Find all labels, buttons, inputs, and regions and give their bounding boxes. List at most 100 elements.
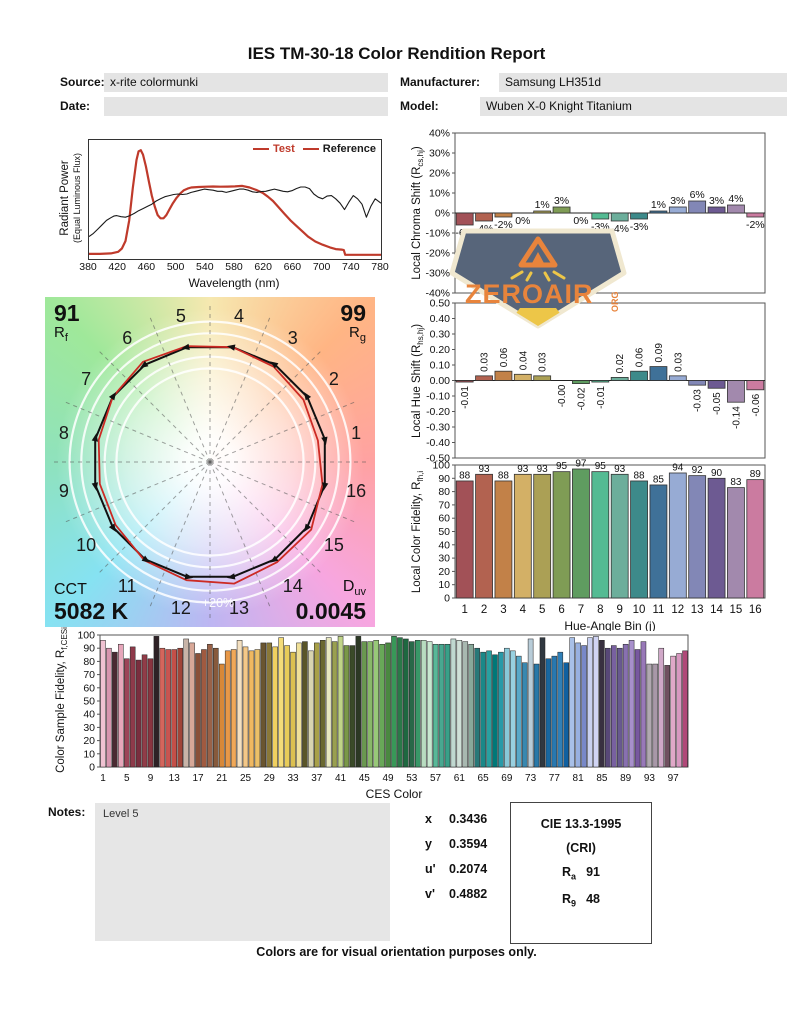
ces-fidelity-chart: 100 90 80 70 60 50 40 30 20 10 0 1 5 9 13 17 21 25 29 33 37 4… xyxy=(54,630,704,804)
bar xyxy=(213,647,219,768)
duv-readout: Duv 0.0045 xyxy=(296,578,366,623)
x-tick-label: 5 xyxy=(539,604,545,616)
x-tick-label: 3 xyxy=(500,604,506,616)
bar xyxy=(494,480,513,599)
value-label: -0.03 xyxy=(693,389,704,412)
value-label: 0.06 xyxy=(635,347,646,367)
footer-disclaimer: Colors are for visual orientation purpos… xyxy=(256,945,537,959)
hue-shift-arrow xyxy=(184,573,194,580)
value-label: 0.09 xyxy=(654,343,665,363)
bar xyxy=(106,647,112,768)
x-tick-label: 2 xyxy=(481,604,487,616)
hue-shift-arrow xyxy=(322,482,329,491)
y-tick-label: 0 xyxy=(89,762,95,774)
y-tick-label: 60 xyxy=(83,682,95,694)
x-tick-label: 1 xyxy=(100,773,106,784)
bar xyxy=(165,649,172,768)
local-fidelity-canvas: 1009080706050403020100881932883934935956… xyxy=(432,458,766,633)
bar xyxy=(426,641,433,768)
bar xyxy=(533,473,552,599)
hue-shift-arrow xyxy=(140,360,149,369)
value-label: 94 xyxy=(672,462,684,473)
reference-line-swatch xyxy=(302,147,319,151)
x-axis-title: CES Color xyxy=(366,787,423,799)
spd-x-tick: 420 xyxy=(108,261,126,273)
bin-number-label: 15 xyxy=(324,535,344,555)
x-tick-label: 5 xyxy=(124,773,130,784)
x-tick-label: 97 xyxy=(668,773,680,784)
bar xyxy=(552,471,571,599)
bar xyxy=(325,637,332,768)
bar xyxy=(670,655,676,768)
bar xyxy=(581,645,587,768)
bar xyxy=(391,636,397,768)
bin-number-label: 8 xyxy=(59,423,69,443)
y-tick-label: 20 xyxy=(83,735,95,747)
bar xyxy=(438,643,445,768)
x-tick-label: 37 xyxy=(311,773,323,784)
bar xyxy=(676,653,682,768)
rg-label: Rg xyxy=(349,324,366,345)
y-tick-label: -30% xyxy=(425,268,450,280)
bar xyxy=(504,647,510,768)
bar xyxy=(533,210,552,214)
value-label: 97 xyxy=(575,459,587,469)
date-value xyxy=(104,97,388,116)
y-tick-label: 0.30 xyxy=(430,329,451,341)
bar xyxy=(634,649,641,768)
radial-guide-line xyxy=(96,348,211,463)
bar xyxy=(688,380,707,386)
value-label: 88 xyxy=(459,470,471,481)
local-chroma-shift-chart: 40%30%20%10%0%-10%-20%-30%-40%-6%-4%-2%0… xyxy=(402,127,770,306)
value-label: 0% xyxy=(515,215,530,227)
y-tick-label: 10% xyxy=(429,188,450,200)
spd-x-tick: 740 xyxy=(342,261,360,273)
x-tick-label: 12 xyxy=(671,604,684,616)
ring-percent-label: +20% xyxy=(202,596,234,610)
y-tick-label: -0.50 xyxy=(426,453,450,465)
bar xyxy=(118,643,124,768)
y-tick-label: 0.40 xyxy=(430,313,451,325)
bin-number-label: 13 xyxy=(229,598,249,618)
value-label: -0.01 xyxy=(596,386,607,409)
bin-number-label: 4 xyxy=(234,306,244,326)
bar xyxy=(610,377,629,381)
bar xyxy=(521,662,528,768)
bar xyxy=(147,658,154,768)
radial-guide-line xyxy=(209,313,272,463)
r9-value: 48 xyxy=(586,891,600,906)
bin-number-label: 5 xyxy=(176,306,186,326)
bar xyxy=(563,662,570,768)
bar xyxy=(123,658,130,768)
value-label: 89 xyxy=(750,469,762,480)
y-tick-label: 80 xyxy=(438,486,450,498)
y-tick-label: -0.20 xyxy=(426,406,450,418)
chromaticity-row-y: y 0.3594 xyxy=(425,837,488,851)
y-tick-label: 50 xyxy=(83,696,95,708)
bar xyxy=(610,212,629,222)
x-tick-label: 13 xyxy=(691,604,704,616)
x-tick-label: 45 xyxy=(359,773,371,784)
bar xyxy=(628,640,635,768)
y-tick-label: -40% xyxy=(425,288,450,300)
bar xyxy=(218,663,225,768)
bar xyxy=(189,642,195,768)
x-tick-label: 57 xyxy=(430,773,442,784)
x-tick-label: 16 xyxy=(749,604,762,616)
bar xyxy=(331,641,338,768)
value-label: 83 xyxy=(730,477,742,488)
bar xyxy=(640,641,647,768)
color-vector-graphic: 1 2 3 4 5 6 7 8 9 10 11 12 13 14 15 16 +20% 91 Rf 99 Rg … xyxy=(45,297,375,627)
x-tick-label: 77 xyxy=(549,773,561,784)
value-label: 1% xyxy=(535,199,550,211)
cie-cri-box: CIE 13.3-1995 (CRI) Ra 91 R9 48 xyxy=(510,802,652,944)
bar xyxy=(224,650,231,768)
hue_shift-canvas: 0.50 0.40 0.30 0.20 0.10 0.00 -0.10 -0.20 -0.30 -… xyxy=(426,298,766,465)
spd-x-tick: 620 xyxy=(254,261,272,273)
bar xyxy=(308,650,314,768)
bar xyxy=(688,475,707,599)
bar xyxy=(486,650,492,768)
spd-x-tick: 540 xyxy=(196,261,214,273)
y-tick-label: 0.50 xyxy=(430,298,451,310)
bar xyxy=(474,647,480,768)
